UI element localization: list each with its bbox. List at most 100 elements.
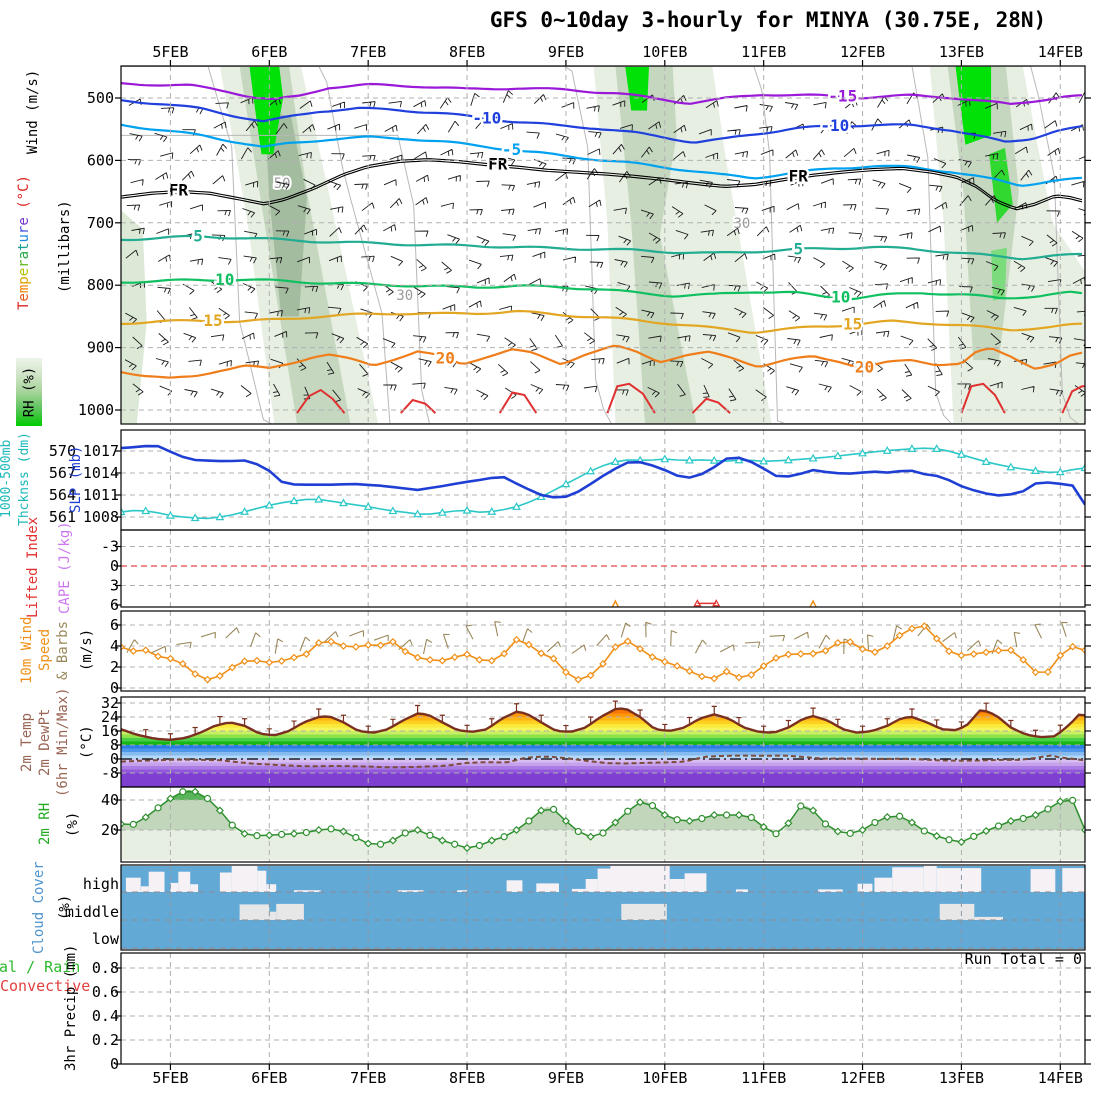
contour-label: 10 [831, 288, 850, 307]
temp-contour-25 [960, 382, 1006, 414]
wind-speed-marker [487, 656, 496, 665]
cloud-bar-high [669, 879, 685, 892]
wind-speed-marker [759, 662, 768, 670]
value-band [121, 745, 1085, 749]
cloud-bar-high [585, 879, 598, 892]
wind-speed-marker [747, 671, 756, 679]
minmax-whisker [266, 728, 272, 735]
minmax-whisker [835, 718, 841, 727]
cloud-bar-high [736, 889, 748, 892]
temp-contour-15 [121, 309, 1083, 334]
thickness-marker [932, 444, 942, 452]
wind-speed-marker [253, 656, 261, 665]
wind-speed-marker [846, 638, 855, 646]
temp-contour-20 [121, 344, 1083, 379]
thickness-marker [956, 450, 966, 458]
minmax-whisker [365, 725, 371, 733]
thickness-marker [709, 455, 719, 464]
rh2m-marker [896, 812, 904, 820]
date-label-top: 10FEB [642, 43, 687, 61]
contour-label: -15 [828, 87, 857, 106]
value-band [121, 731, 1085, 735]
freezing-level-line [121, 158, 1083, 209]
run-total-text: Run Total = 0 [964, 950, 1082, 968]
wind-speed-marker [673, 662, 682, 670]
minmax-whisker [934, 719, 940, 727]
tick-label: -8 [101, 764, 119, 782]
thickness-marker [1055, 467, 1065, 476]
thickness-marker [121, 507, 126, 516]
minmax-whisker [761, 725, 767, 733]
wind-speed-marker [191, 670, 200, 678]
rh2m-marker [487, 836, 496, 845]
contour-label: 20 [855, 358, 874, 377]
axis-label-cloud-unit: (%) [57, 894, 73, 920]
temp-contour-25 [498, 391, 538, 414]
rh2m-marker [352, 833, 360, 842]
cloud-bar-high [892, 867, 924, 892]
wind-speed-marker [920, 622, 929, 630]
cloud-row-label: low [92, 930, 120, 948]
temperature-letter: t [16, 242, 32, 251]
thickness-marker [240, 507, 250, 515]
cloud-bar-high [857, 883, 873, 892]
freezing-level-line [121, 160, 1083, 211]
wind-speed-marker [1044, 668, 1052, 676]
wind-speed-marker [549, 654, 558, 663]
temperature-letter: r [16, 258, 32, 268]
rh2m-marker [1019, 814, 1027, 823]
value-band [121, 727, 1085, 731]
cloud-bar-high [1062, 868, 1085, 892]
minmax-whisker [612, 700, 618, 710]
value-band [121, 766, 1085, 770]
rh2m-marker [907, 818, 917, 827]
dewpt2m-line [121, 754, 1085, 769]
rh2m-marker [302, 828, 310, 837]
rh2m-marker [1031, 810, 1040, 820]
minmax-whisker [785, 719, 791, 728]
thickness-marker [783, 455, 793, 464]
rh2m-marker [388, 836, 397, 845]
value-band [121, 752, 1085, 756]
cloud-bar-high [597, 868, 611, 892]
minmax-whisker [1008, 719, 1014, 728]
date-label-bottom: 14FEB [1038, 1069, 1083, 1087]
rh2m-marker [970, 832, 978, 840]
wind-speed-marker [871, 648, 879, 656]
contour-label: 15 [843, 315, 862, 334]
wind-speed-marker [660, 657, 669, 666]
date-label-bottom: 7FEB [350, 1069, 386, 1087]
tick-label: 900 [87, 339, 114, 357]
rh2m-marker [500, 833, 508, 841]
wind-speed-marker [166, 654, 175, 663]
minmax-whisker [291, 720, 297, 729]
wind-speed-marker [500, 649, 508, 658]
rh2m-marker [289, 829, 299, 838]
rh2m-marker [734, 810, 743, 820]
cloud-bar-high [684, 873, 707, 892]
minmax-whisker [390, 718, 396, 727]
thickness-marker [487, 507, 497, 515]
rh2m-marker [611, 818, 620, 827]
minmax-whisker [958, 721, 965, 728]
wind-speed-marker [141, 646, 150, 655]
tick-label: 32 [101, 694, 119, 712]
rh2m-marker [549, 805, 558, 813]
contour-label: 15 [203, 311, 222, 330]
wind-speed-marker [438, 656, 447, 665]
date-label-top: 8FEB [449, 43, 485, 61]
temp2m-line [121, 707, 1085, 742]
wind-speed-marker [932, 634, 941, 643]
rh2m-marker [376, 840, 385, 848]
tick-label: 564 [49, 486, 76, 504]
rh2m-marker [253, 832, 261, 840]
temp-contour-25 [606, 382, 656, 414]
temp-contour-5 [121, 234, 1082, 261]
date-label-bottom: 5FEB [152, 1069, 188, 1087]
rh2m-marker [858, 825, 867, 835]
cloud-bar-high [140, 886, 149, 892]
legend-convective: Convective [0, 977, 91, 995]
minmax-whisker [686, 716, 693, 725]
wind-speed-marker [623, 637, 632, 646]
rh2m-marker [154, 804, 162, 812]
